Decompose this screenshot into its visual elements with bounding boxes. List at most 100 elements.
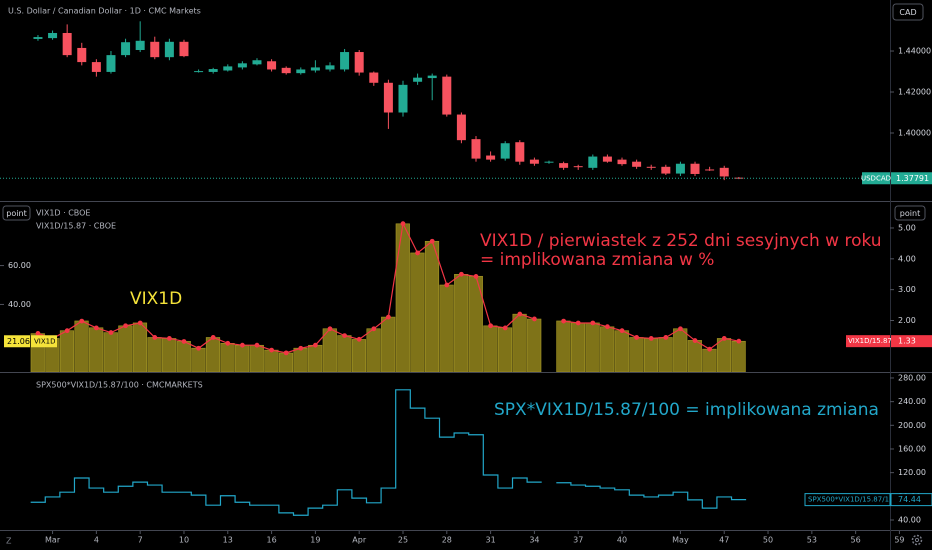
last-value-box: [890, 493, 932, 507]
x-tick-label: 37: [573, 536, 583, 545]
bar: [527, 318, 542, 372]
candle-body: [486, 155, 496, 160]
pane-spx: SPX*VIX1D/15.87/100 = implikowana zmiana: [30, 389, 879, 516]
y-tick-label: 4.00: [898, 254, 916, 263]
candle-body: [456, 114, 466, 141]
y-tick-label: 120.00: [898, 468, 926, 477]
candle-body: [471, 139, 481, 159]
candle-body: [617, 159, 627, 165]
y-tick-label: 200.00: [898, 421, 926, 430]
symbol-label-box: [862, 172, 890, 185]
y-tick-label: 2.00: [898, 316, 916, 325]
point: [663, 335, 669, 340]
bar: [59, 330, 75, 372]
zoom-button[interactable]: Z: [6, 537, 12, 546]
bar: [176, 341, 191, 372]
candle-body: [164, 41, 174, 58]
x-tick-label: May: [672, 536, 689, 545]
point: [692, 338, 698, 343]
chart-title: U.S. Dollar / Canadian Dollar · 1D · CMC…: [8, 7, 201, 16]
candle-body: [413, 77, 423, 82]
scale-mode-box[interactable]: [2, 205, 31, 221]
y-tick-label: 5.00: [898, 223, 916, 232]
candle-body: [310, 67, 320, 71]
bar: [570, 322, 586, 372]
candle-body: [500, 143, 510, 159]
point: [415, 250, 420, 256]
bar: [643, 338, 659, 372]
point: [517, 311, 523, 317]
point: [254, 342, 260, 348]
x-tick-label: 7: [138, 536, 143, 545]
point: [196, 345, 201, 351]
point: [137, 320, 143, 326]
point: [678, 326, 683, 332]
currency-box[interactable]: [892, 3, 924, 21]
scale-mode-box[interactable]: [894, 205, 926, 221]
bar: [629, 337, 644, 372]
point: [327, 326, 333, 332]
last-value-box: [891, 335, 932, 348]
candle-body: [179, 41, 189, 57]
point: [342, 333, 347, 339]
candle-body: [62, 32, 72, 56]
bar: [235, 344, 250, 372]
point: [707, 346, 713, 352]
bar: [118, 325, 133, 372]
last-value-box: [4, 335, 30, 348]
bar: [673, 328, 688, 372]
candle-body: [383, 82, 393, 113]
bar: [497, 327, 513, 372]
candle-body: [442, 76, 452, 115]
candle-body: [281, 67, 291, 74]
bar: [716, 338, 732, 372]
pane-price: [0, 21, 890, 181]
line: [30, 389, 747, 516]
point: [239, 342, 245, 348]
y-tick-label: 40.00: [898, 515, 921, 524]
legend-entry: VIX1D/15.87 · CBOE: [36, 222, 116, 231]
candle-body: [559, 163, 569, 168]
currency[interactable]: CAD: [899, 8, 916, 17]
settings-icon[interactable]: [911, 534, 923, 546]
series-label: VIX1D/15.87: [848, 337, 892, 345]
x-tick-label: 10: [179, 536, 189, 545]
candle-body: [719, 167, 729, 177]
annotation: = implikowana zmiana w %: [480, 250, 714, 270]
candle-body: [646, 166, 656, 168]
series-label-box: [846, 335, 890, 348]
candle-body: [237, 63, 247, 68]
last-value: 74.44: [898, 495, 921, 504]
bar: [658, 337, 673, 372]
bar: [424, 240, 440, 372]
candle-body: [267, 61, 277, 70]
candle-body: [544, 161, 554, 163]
point: [619, 328, 625, 334]
candle-body: [529, 159, 539, 164]
y-tick-label: 1.40000: [898, 128, 931, 137]
candle-body: [223, 66, 233, 71]
point: [444, 282, 450, 288]
bar: [366, 328, 381, 372]
point: [79, 318, 85, 324]
candle-body: [354, 52, 364, 73]
point: [181, 339, 187, 344]
last-value: 21.06: [7, 337, 30, 346]
point: [269, 347, 274, 353]
x-tick-label: 31: [486, 536, 496, 545]
bar: [293, 347, 308, 372]
bar: [585, 322, 600, 372]
candle-body: [208, 69, 218, 72]
last-price: 1.37791: [896, 174, 929, 183]
point: [283, 350, 289, 356]
point: [64, 328, 70, 334]
scale-mode[interactable]: point: [6, 209, 26, 218]
bar: [74, 320, 89, 372]
candle-body: [675, 163, 685, 174]
x-tick-label: 16: [266, 536, 276, 545]
annotation: SPX*VIX1D/15.87/100 = implikowana zmiana: [494, 400, 879, 420]
candle-body: [515, 142, 525, 162]
scale-mode[interactable]: point: [900, 209, 920, 218]
candle-body: [369, 72, 379, 83]
